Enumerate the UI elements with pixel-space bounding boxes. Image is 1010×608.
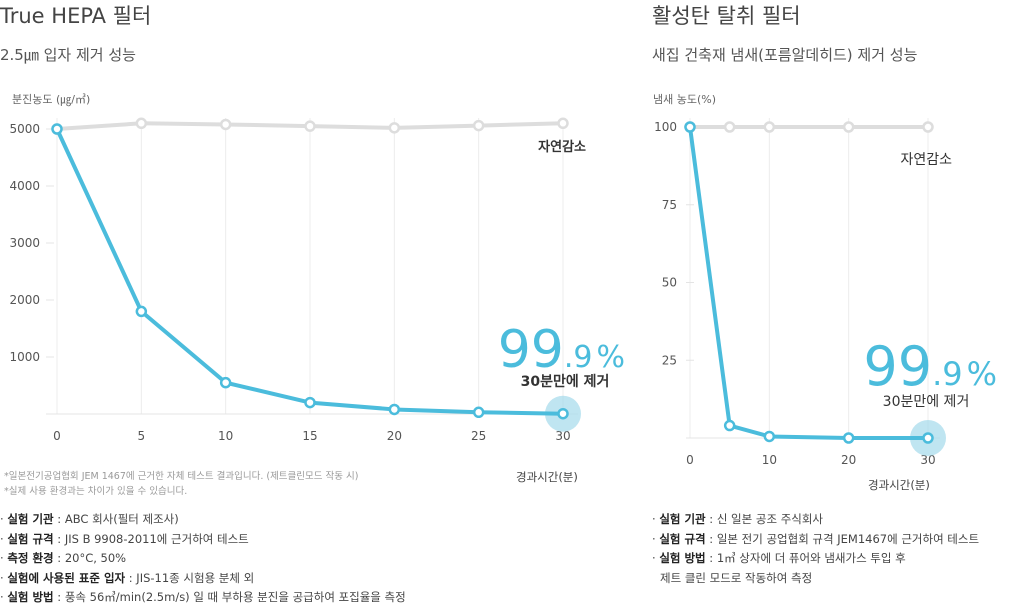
right-y-tick-label: 25 [662,353,677,367]
spec-value: : 신 일본 공조 주식회사 [705,512,824,526]
spec-value: : JIS-11종 시험용 분체 외 [125,570,255,585]
left-natural-decrease-point [557,117,569,130]
left-x-tick-label: 0 [53,429,61,443]
left-spec-item: · 측정 환경 : 20°C, 50% [0,551,127,565]
right-natural-decrease-point [842,121,855,133]
left-y-tick-label: 3000 [9,236,40,250]
right-filter-point [922,432,934,444]
right-percent-unit: % [967,355,997,393]
left-note-2: *실제 사용 환경과는 차이가 있을 수 있습니다. [4,486,188,497]
right-percent-decimal: .9 [932,355,963,393]
left-natural-decrease-label: 자연감소 [538,140,586,155]
left-line-chart: 5000 4000 3000 2000 1000 0 5 10 15 20 25 30 자연감소 99.9… [9,117,625,443]
right-x-tick-label: 10 [762,453,777,467]
right-percent-integer: 99 [863,335,932,398]
left-x-tick-label: 20 [387,429,402,443]
left-y-tick-label: 5000 [9,122,40,136]
left-notes: *일본전기공업협회 JEM 1467에 근거한 자체 테스트 결과입니다. (제… [4,469,358,499]
left-spec-item: · 실험 방법 : 풍속 56㎥/min(2.5m/s) 일 때 부하용 분진을… [0,590,406,604]
right-filter-point [684,121,696,133]
left-filter-point [304,396,316,409]
left-x-tick-label: 15 [302,429,317,443]
left-x-tick-label: 10 [218,429,233,443]
right-filter-point [723,419,736,432]
right-y-tick-label: 100 [654,120,677,134]
left-x-tick-label: 30 [555,429,570,443]
right-spec-item: · 실험 방법 : 1㎥ 상자에 더 퓨어와 냄새가스 투입 후 [652,551,906,565]
left-percent-integer: 99 [498,320,564,380]
right-x-axis-label: 경과시간(분) [868,478,930,492]
right-filter-point [763,430,776,443]
right-spec-item: 제트 클린 모드로 작동하여 측정 [652,569,979,589]
left-x-axis-label: 경과시간(분) [516,470,578,484]
left-filter-point [472,406,485,419]
right-filter-point [842,432,855,444]
right-removal-label: 30분만에 제거 [883,394,970,410]
right-x-tick-label: 0 [686,453,694,467]
left-spec-item: · 실험 기관 : ABC 회사(필터 제조사) [0,512,179,526]
right-spec-item: · 실험 규격 : 일본 전기 공업협회 규격 JEM1467에 근거하여 테스… [652,531,980,546]
left-y-tick-label: 2000 [9,293,40,307]
left-spec-item: · 실험 규격 : JIS B 9908-2011에 근거하여 테스트 [0,531,249,546]
right-natural-decrease-label: 자연감소 [900,152,952,168]
right-spec-item: · 실험 기관 : 신 일본 공조 주식회사 [652,512,824,526]
spec-label: 측정 환경 [7,551,54,565]
left-y-tick-label: 1000 [9,350,40,364]
left-natural-decrease-point [304,120,316,132]
left-percent-decimal: .9 [564,340,593,375]
spec-label: 실험 규격 [659,531,706,546]
left-y-axis-label: 분진농도 (㎍/㎥) [12,93,91,106]
left-filter-point [51,123,63,135]
right-y-tick-label: 50 [662,276,677,290]
spec-value: : ABC 회사(필터 제조사) [53,512,179,526]
left-natural-decrease-point [388,122,401,134]
spec-label: 실험 기관 [7,512,54,526]
left-subtitle: 2.5㎛ 입자 제거 성능 [0,46,136,64]
right-subtitle: 새집 건축재 냄새(포름알데히드) 제거 성능 [652,46,918,64]
right-spec-list: · 실험 기관 : 신 일본 공조 주식회사 · 실험 규격 : 일본 전기 공… [652,510,979,588]
left-spec-list: · 실험 기관 : ABC 회사(필터 제조사) · 실험 규격 : JIS B… [0,510,406,608]
left-x-tick-label: 5 [138,429,146,443]
spec-value: : 일본 전기 공업협회 규격 JEM1467에 근거하여 테스트 [705,531,980,546]
left-percent-annotation: 99.9% [498,320,625,380]
left-removal-label: 30분만에 제거 [521,374,610,390]
right-natural-decrease-point [723,121,736,133]
right-x-tick-label: 20 [841,453,856,467]
left-percent-unit: % [596,340,625,375]
right-x-tick-label: 30 [920,453,935,467]
left-filter-point [557,407,569,420]
spec-label: 실험에 사용된 표준 입자 [7,570,126,585]
right-percent-annotation: 99.9% [863,335,997,398]
left-x-tick-label: 25 [471,429,486,443]
left-spec-item: · 실험에 사용된 표준 입자 : JIS-11종 시험용 분체 외 [0,570,255,585]
left-title: True HEPA 필터 [0,4,152,28]
left-natural-decrease-point [472,119,485,132]
spec-value: : 20°C, 50% [53,551,127,565]
spec-value: : 1㎥ 상자에 더 퓨어와 냄새가스 투입 후 [705,551,906,565]
right-title: 활성탄 탈취 필터 [652,4,801,28]
right-natural-decrease-point [922,121,934,133]
spec-value: 제트 클린 모드로 작동하여 측정 [660,570,813,585]
left-filter-point [388,403,401,416]
spec-label: 실험 방법 [7,590,54,604]
spec-label: 실험 규격 [7,531,54,546]
left-filter-point [219,376,232,389]
right-natural-decrease-point [763,121,776,133]
spec-value: : 풍속 56㎥/min(2.5m/s) 일 때 부하용 분진을 공급하여 포집… [53,590,406,604]
left-y-tick-label: 4000 [9,179,40,193]
spec-value: : JIS B 9908-2011에 근거하여 테스트 [53,531,249,546]
spec-label: 실험 방법 [659,551,706,565]
right-y-tick-label: 75 [662,198,677,212]
left-natural-decrease-point [219,118,232,131]
left-note-1: *일본전기공업협회 JEM 1467에 근거한 자체 테스트 결과입니다. (제… [4,471,359,482]
left-natural-decrease-point [135,117,148,130]
right-line-chart: 100 75 50 25 0 10 20 30 자연감소 99.9 %30분만에 제거 [654,118,997,467]
left-filter-point [135,305,148,318]
right-y-axis-label: 냄새 농도(%) [653,93,717,106]
spec-label: 실험 기관 [659,512,706,526]
